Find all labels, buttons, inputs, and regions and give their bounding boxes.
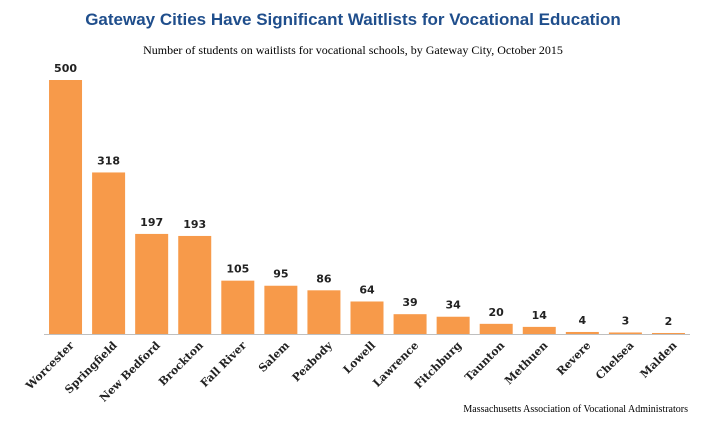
- bar-lawrence: [393, 314, 427, 334]
- x-tick-label: Taunton: [462, 339, 507, 384]
- bar-value-label: 34: [445, 299, 461, 312]
- x-tick-label: Salem: [256, 339, 292, 375]
- bar-worcester: [49, 80, 83, 334]
- bar-peabody: [307, 290, 341, 334]
- bar-value-label: 86: [316, 272, 332, 285]
- value-labels-group: 500 318 197 193 105 95 86 64 39 34 20 14 4 3 2: [54, 62, 672, 328]
- bar-value-label: 39: [402, 296, 417, 309]
- bar-value-label: 64: [359, 283, 375, 296]
- bar-methuen: [522, 326, 556, 334]
- bar-value-label: 95: [273, 268, 288, 281]
- bar-revere: [565, 331, 599, 334]
- bar-malden: [651, 332, 685, 334]
- x-tick-label: Malden: [638, 339, 680, 381]
- x-tick-label: Fall River: [198, 339, 249, 390]
- bar-brockton: [178, 235, 212, 334]
- bar-value-label: 193: [183, 218, 206, 231]
- bar-springfield: [92, 172, 126, 334]
- chart-title: Gateway Cities Have Significant Waitlist…: [85, 10, 621, 29]
- bar-taunton: [479, 323, 513, 334]
- bar-fitchburg: [436, 316, 470, 334]
- bar-value-label: 4: [579, 314, 587, 327]
- bar-chelsea: [608, 332, 642, 334]
- x-tick-label: Chelsea: [593, 339, 636, 382]
- bar-value-label: 3: [622, 314, 630, 327]
- chart-subtitle: Number of students on waitlists for voca…: [143, 43, 563, 57]
- bar-value-label: 2: [665, 315, 673, 328]
- bar-salem: [264, 285, 298, 334]
- bar-value-label: 500: [54, 62, 77, 75]
- bar-new-bedford: [135, 233, 169, 334]
- bars-group: [49, 80, 685, 334]
- x-tick-label: Lowell: [341, 339, 378, 376]
- x-tick-label: Peabody: [290, 339, 336, 385]
- x-tick-label: Fitchburg: [412, 339, 465, 392]
- bar-value-label: 20: [489, 306, 505, 319]
- x-tick-label: Methuen: [502, 339, 550, 387]
- bar-value-label: 14: [532, 309, 548, 322]
- bar-value-label: 318: [97, 154, 120, 167]
- bar-value-label: 197: [140, 216, 163, 229]
- bar-value-label: 105: [226, 263, 249, 276]
- bar-lowell: [350, 301, 384, 334]
- bar-fall-river: [221, 280, 255, 334]
- x-tick-label: Revere: [554, 339, 593, 378]
- source-note: Massachusetts Association of Vocational …: [463, 404, 688, 415]
